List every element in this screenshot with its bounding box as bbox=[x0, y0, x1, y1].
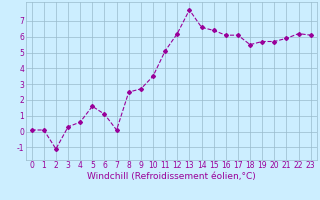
X-axis label: Windchill (Refroidissement éolien,°C): Windchill (Refroidissement éolien,°C) bbox=[87, 172, 256, 181]
